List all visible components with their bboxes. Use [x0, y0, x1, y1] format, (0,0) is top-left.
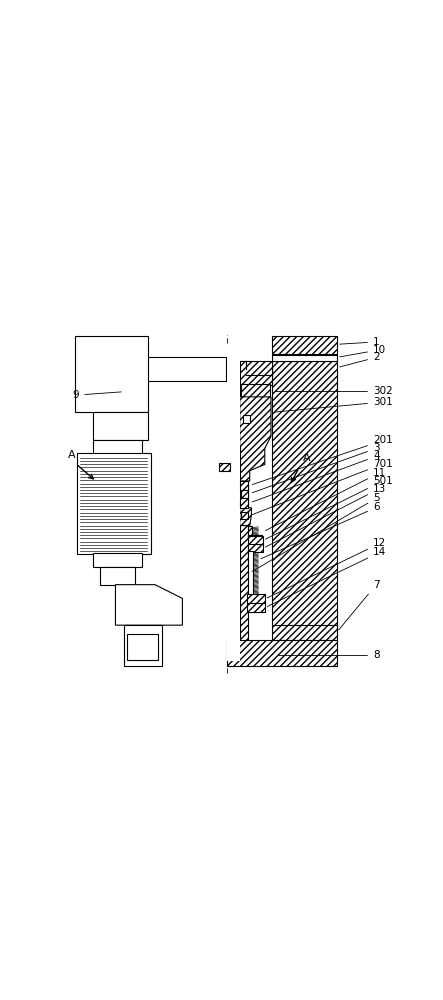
Text: 13: 13: [265, 484, 386, 547]
Text: 8: 8: [278, 650, 380, 660]
Bar: [247, 594, 265, 604]
Bar: [124, 625, 162, 666]
Bar: [77, 453, 151, 554]
Bar: [100, 567, 135, 585]
Text: 501: 501: [265, 476, 392, 539]
Bar: [247, 603, 265, 612]
Text: 5: 5: [252, 493, 380, 572]
Text: 7: 7: [339, 580, 380, 630]
Text: 302: 302: [275, 386, 392, 396]
Bar: [243, 415, 250, 423]
Text: A: A: [303, 453, 310, 463]
Polygon shape: [240, 397, 271, 481]
Bar: [272, 361, 337, 626]
Bar: [240, 361, 272, 385]
Bar: [272, 336, 337, 354]
Bar: [248, 551, 253, 595]
Text: 12: 12: [267, 538, 386, 598]
Bar: [272, 355, 337, 361]
Text: 1: 1: [340, 337, 380, 347]
Text: 3: 3: [253, 443, 380, 493]
Bar: [241, 490, 248, 498]
Polygon shape: [240, 508, 252, 526]
Text: 10: 10: [340, 345, 386, 357]
Bar: [240, 498, 248, 508]
Bar: [248, 544, 263, 552]
Bar: [127, 634, 159, 660]
Text: 11: 11: [265, 468, 386, 531]
Bar: [240, 361, 248, 660]
Text: 9: 9: [73, 390, 121, 400]
Text: 201: 201: [253, 435, 392, 485]
Bar: [93, 412, 148, 440]
Bar: [240, 481, 248, 490]
Polygon shape: [116, 585, 183, 625]
Bar: [248, 536, 263, 545]
Text: 301: 301: [275, 397, 392, 412]
Bar: [93, 440, 142, 454]
Text: 6: 6: [261, 502, 380, 559]
Text: 2: 2: [340, 352, 380, 367]
Bar: [74, 336, 148, 412]
Bar: [241, 512, 248, 519]
Text: 4: 4: [253, 451, 380, 502]
Bar: [227, 344, 240, 661]
Text: 14: 14: [267, 547, 386, 606]
Bar: [93, 553, 142, 567]
Text: A: A: [68, 450, 76, 460]
Bar: [241, 384, 270, 398]
Bar: [219, 463, 230, 471]
Text: 701: 701: [252, 459, 392, 515]
Bar: [248, 535, 262, 537]
Bar: [248, 526, 252, 537]
Bar: [229, 446, 240, 485]
Bar: [272, 625, 337, 640]
Bar: [227, 640, 337, 666]
